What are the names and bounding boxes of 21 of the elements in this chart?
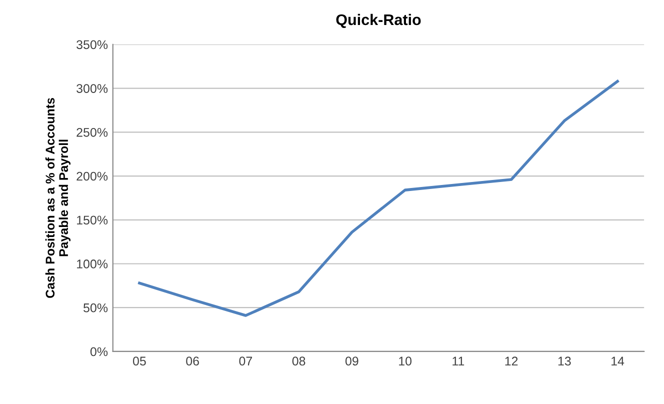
y-tick-label: 200% (76, 172, 108, 181)
y-tick-label: 50% (84, 303, 108, 312)
chart-title: Quick-Ratio (336, 14, 421, 28)
x-tick-label: 07 (239, 356, 252, 366)
y-tick-label: 150% (77, 216, 108, 225)
x-tick-label: 05 (132, 356, 146, 366)
x-tick-label: 13 (558, 356, 571, 366)
y-tick-label: 250% (76, 128, 108, 137)
x-tick-label: 06 (186, 356, 199, 366)
y-tick-label: 0% (90, 347, 108, 356)
x-tick-label: 08 (292, 356, 306, 366)
y-tick-label: 100% (77, 260, 108, 268)
x-tick-label: 11 (452, 356, 464, 366)
x-tick-label: 10 (399, 356, 412, 366)
x-tick-label: 09 (345, 356, 358, 366)
y-tick-label: 350% (76, 40, 108, 50)
x-tick-label: 12 (505, 356, 518, 366)
y-tick-label: 300% (76, 84, 108, 93)
line-series (138, 80, 619, 317)
x-tick-label: 14 (612, 356, 624, 366)
y-axis-title: Cash Position as a % of Accounts Payable and Payroll (45, 98, 70, 298)
